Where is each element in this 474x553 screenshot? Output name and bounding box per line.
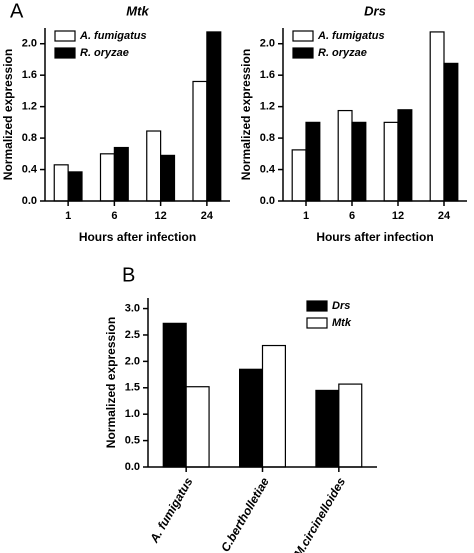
x-tick-label: 1: [303, 210, 309, 222]
x-axis-label: Hours after infection: [316, 230, 433, 244]
y-tick-label: 2.0: [260, 38, 275, 50]
y-tick-label: 0.4: [260, 163, 276, 175]
y-tick-label: 0.0: [260, 195, 275, 207]
chart-title: Mtk: [126, 3, 149, 18]
panel-label: A: [10, 0, 24, 22]
y-axis-label: Normalized expression: [239, 49, 253, 180]
bar: [315, 389, 340, 468]
y-tick-label: 0.0: [125, 461, 140, 473]
y-axis-label: Normalized expression: [104, 317, 118, 448]
y-tick-label: 1.6: [22, 69, 37, 81]
bar: [337, 109, 353, 202]
x-tick-label: 12: [392, 210, 404, 222]
legend-swatch: [54, 30, 76, 42]
bar: [192, 80, 208, 202]
bar: [351, 121, 367, 202]
y-tick-label: 2.0: [22, 38, 37, 50]
chart-title: Drs: [364, 3, 386, 18]
legend-label: Drs: [332, 300, 350, 312]
bar: [53, 164, 69, 202]
x-tick-label: A. fumigatus: [147, 475, 196, 546]
x-tick-label: M.circinelloides: [291, 475, 348, 553]
bar: [146, 130, 162, 202]
legend-swatch: [292, 47, 314, 59]
x-tick-label: 24: [201, 210, 214, 222]
legend-label: A. fumigatus: [317, 30, 385, 42]
y-tick-label: 1.5: [125, 382, 140, 394]
y-axis-label: Normalized expression: [1, 49, 15, 180]
legend-label: A. fumigatus: [79, 30, 147, 42]
y-tick-label: 0.0: [22, 195, 37, 207]
bar: [429, 31, 445, 202]
panel-label: B: [122, 264, 135, 286]
y-tick-label: 1.2: [22, 101, 37, 113]
bar: [338, 383, 363, 468]
x-tick-label: 6: [111, 210, 117, 222]
x-tick-label: 1: [65, 210, 71, 222]
x-tick-label: 6: [349, 210, 355, 222]
x-tick-label: C.bertholletiae: [218, 475, 272, 553]
bar: [239, 368, 264, 468]
bar: [261, 344, 286, 468]
legend-label: Mtk: [332, 317, 352, 329]
legend-swatch: [54, 47, 76, 59]
y-tick-label: 1.6: [260, 69, 275, 81]
bar: [162, 322, 187, 468]
legend-swatch: [306, 317, 328, 329]
y-tick-label: 2.0: [125, 355, 140, 367]
y-tick-label: 0.5: [125, 435, 140, 447]
y-tick-label: 0.8: [260, 132, 275, 144]
y-tick-label: 3.0: [125, 302, 140, 314]
y-tick-label: 0.8: [22, 132, 37, 144]
legend-swatch: [306, 300, 328, 312]
x-tick-label: 12: [155, 210, 167, 222]
bar: [383, 121, 399, 202]
bar: [67, 171, 83, 202]
x-tick-label: 24: [438, 210, 451, 222]
bar: [397, 109, 413, 202]
bar: [160, 154, 176, 202]
legend-label: R. oryzae: [318, 47, 367, 59]
bar: [443, 62, 459, 202]
bar: [99, 153, 115, 202]
y-tick-label: 1.0: [125, 408, 140, 420]
bar: [206, 31, 222, 202]
bar: [305, 121, 321, 202]
legend-label: R. oryzae: [80, 47, 129, 59]
x-axis-label: Hours after infection: [79, 230, 196, 244]
bar: [185, 386, 210, 468]
bar: [113, 146, 129, 202]
bar: [291, 149, 307, 202]
y-tick-label: 1.2: [260, 101, 275, 113]
y-tick-label: 2.5: [125, 329, 140, 341]
legend-swatch: [292, 30, 314, 42]
y-tick-label: 0.4: [22, 163, 38, 175]
